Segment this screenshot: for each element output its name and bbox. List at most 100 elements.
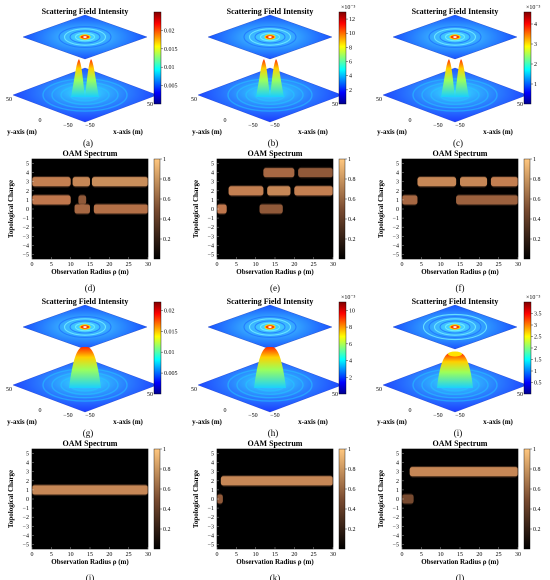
surface-ripple	[245, 84, 295, 105]
panel-i: Scattering Field Intensity 50 0 −50 −50 50 y-a…	[376, 295, 542, 438]
colorbar-tick-label: 0.4	[533, 507, 541, 513]
x-axis-label: Observation Radius ρ (m)	[236, 558, 314, 566]
colorbar-tick-label: 0.015	[164, 329, 178, 335]
colorbar-tick-label: 0.2	[348, 237, 356, 243]
x-tick-label: 0	[31, 552, 34, 558]
axis-tick: 50	[517, 392, 523, 398]
colorbar-tick-label: 0.02	[164, 28, 175, 34]
spectrum-band	[298, 168, 333, 178]
panel-title: Scattering Field Intensity	[227, 7, 314, 16]
y-axis-label: Topological Charge	[192, 470, 200, 528]
panel-caption: (l)	[456, 573, 465, 580]
x-tick-label: 30	[330, 552, 336, 558]
colorbar-tick-label: 0.8	[163, 177, 171, 183]
surface-ripple	[421, 81, 489, 109]
axis-tick: 50	[332, 392, 338, 398]
spectrum-band	[32, 177, 71, 187]
x-tick-label: 5	[420, 262, 423, 268]
plot-area	[402, 159, 518, 259]
surface-ripple	[42, 78, 128, 112]
surface-base	[197, 67, 343, 123]
colorbar-tick-label: 2.5	[534, 335, 542, 341]
surface-peak	[85, 59, 99, 97]
colorbar-tick-label: 0.4	[348, 507, 356, 513]
colorbar-tick-label: 0.01	[164, 350, 175, 356]
colorbar	[153, 301, 162, 395]
colorbar-tick-label: 0.8	[533, 177, 541, 183]
y-tick-label: 1	[396, 488, 399, 494]
spectrum-band	[409, 467, 518, 477]
y-tick-label: 1	[211, 198, 214, 204]
colorbar-tick-label: 0.8	[348, 467, 356, 473]
colorbar	[338, 301, 347, 395]
colorbar-tick-label: 10	[349, 31, 355, 37]
x-tick-label: 0	[31, 262, 34, 268]
y-tick-label: 5	[211, 452, 214, 458]
x-tick-label: 25	[311, 552, 317, 558]
panel-caption: (k)	[270, 573, 281, 580]
x-axis-label: x-axis (m)	[483, 418, 513, 426]
x-axis-label: Observation Radius ρ (m)	[236, 268, 314, 276]
x-tick-label: 0	[216, 262, 219, 268]
y-tick-label: 5	[396, 452, 399, 458]
x-tick-label: 20	[106, 262, 112, 268]
colorbar-exponent: ×10⁻³	[526, 5, 541, 11]
x-tick-label: 25	[496, 552, 502, 558]
projection-ring	[444, 322, 466, 332]
spectrum-band	[32, 195, 71, 205]
spectrum-band-glow	[294, 185, 333, 197]
colorbar	[153, 158, 161, 260]
spectrum-band	[259, 204, 283, 214]
projection-ring	[63, 318, 107, 336]
axis-tick: −50	[248, 413, 257, 419]
y-tick-label: −4	[208, 243, 214, 249]
surface-peak	[69, 347, 101, 388]
axis-tick: 50	[6, 387, 12, 393]
y-tick-label: 4	[396, 461, 399, 467]
colorbar-tick-label: 0.8	[348, 177, 356, 183]
projection-ring	[444, 32, 466, 42]
x-tick-label: 5	[235, 552, 238, 558]
y-tick-label: 3	[396, 470, 399, 476]
spectrum-band-glow	[263, 166, 295, 179]
axis-tick: −50	[63, 413, 72, 419]
spectrum-band-glow	[32, 194, 71, 206]
projection-ring	[69, 320, 101, 334]
x-tick-label: 5	[235, 262, 238, 268]
panel-title: OAM Spectrum	[248, 439, 303, 448]
spectrum-band-glow	[78, 194, 87, 206]
colorbar-tick-label: 6	[349, 342, 352, 348]
y-tick-label: −5	[208, 252, 214, 258]
colorbar-tick-label: 1	[533, 447, 536, 453]
axis-tick: 50	[376, 387, 382, 393]
colorbar-tick-label: 4	[349, 359, 352, 365]
spectrum-band-glow	[72, 175, 90, 188]
spectrum-band	[72, 177, 90, 187]
spectrum-band-glow	[220, 475, 333, 487]
colorbar-tick-label: 1	[163, 157, 166, 163]
colorbar-exponent: ×10⁻³	[341, 295, 356, 301]
x-tick-label: 15	[87, 552, 93, 558]
colorbar-tick-label: 1	[534, 82, 537, 88]
x-tick-label: 15	[272, 262, 278, 268]
colorbar	[338, 11, 347, 105]
colorbar-tick-label: 0.6	[533, 197, 541, 203]
y-tick-label: 0	[26, 497, 29, 503]
axis-tick: −50	[433, 123, 442, 129]
spectrum-band-glow	[402, 493, 414, 505]
surface-ripple	[60, 84, 110, 105]
axis-tick: −50	[85, 413, 94, 419]
y-tick-label: 5	[26, 162, 29, 168]
axis-tick: −50	[270, 413, 279, 419]
spectrum-band	[217, 494, 223, 504]
panel-caption: (b)	[268, 138, 279, 148]
colorbar-tick-label: 0.2	[533, 237, 541, 243]
spectrum-band	[402, 195, 418, 205]
y-tick-label: 5	[396, 162, 399, 168]
y-tick-label: −2	[208, 225, 214, 231]
y-tick-label: 5	[26, 452, 29, 458]
